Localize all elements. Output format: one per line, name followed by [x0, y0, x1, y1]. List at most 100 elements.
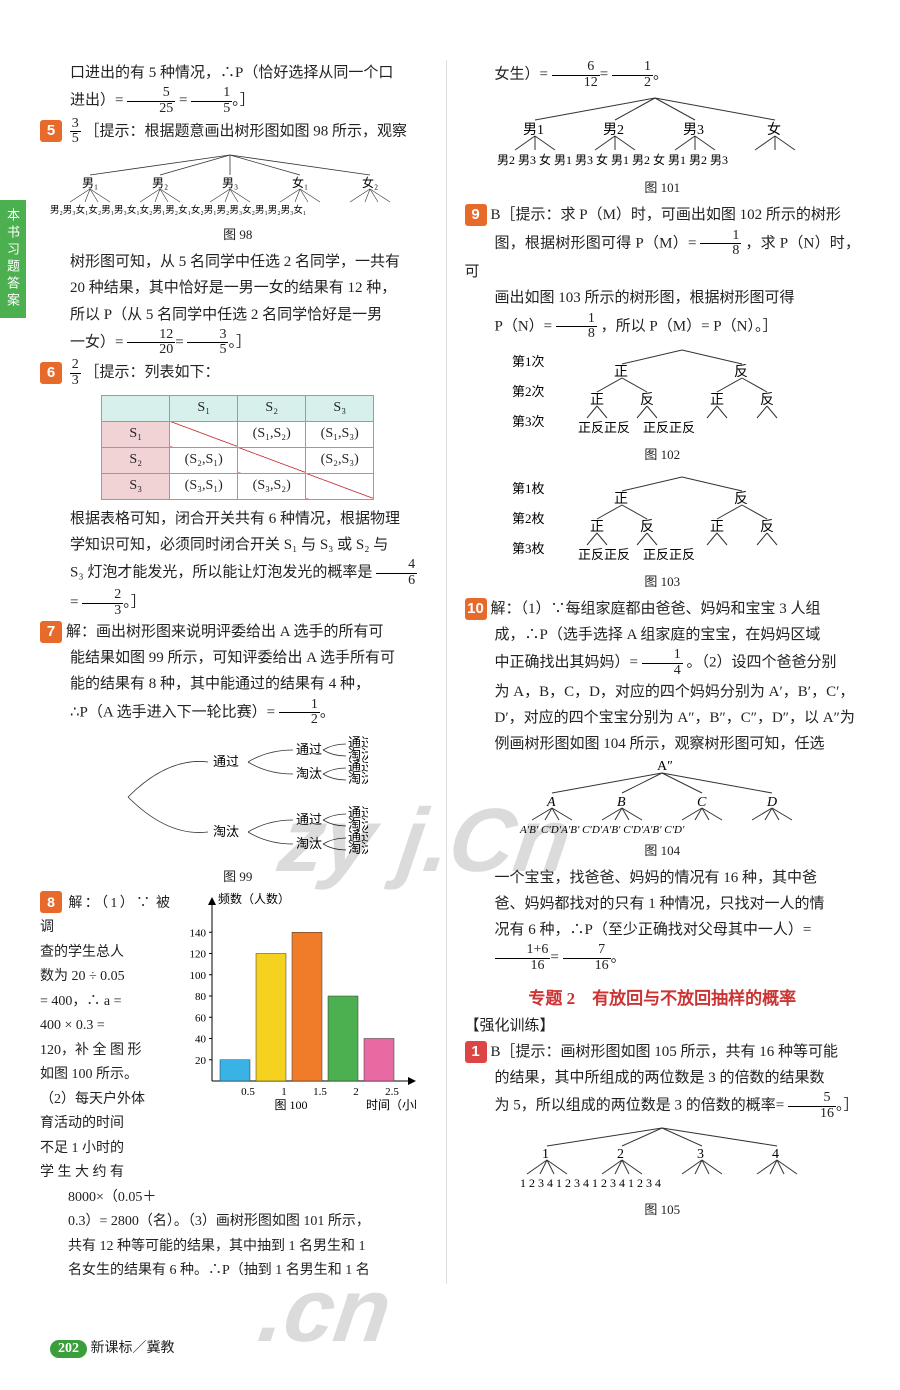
- q7-b2: 能结果如图 99 所示，可知评委给出 A 选手所有可: [40, 645, 436, 671]
- tree-99: 通过淘汰 通过淘汰 通过淘汰 通过淘汰 通过淘汰 通过淘汰 通过淘汰: [108, 732, 368, 862]
- svg-text:1: 1: [281, 1086, 287, 1098]
- badge-5: 5: [40, 120, 62, 142]
- svg-text:男2: 男2: [603, 123, 624, 138]
- q10-b6: 例画树形图如图 104 所示，观察树形图可知，任选: [465, 731, 861, 757]
- svg-text:通过: 通过: [296, 742, 322, 757]
- cap-98: 图 98: [40, 224, 436, 243]
- q6-table: S₁S₂S₃ S₁(S₁,S₂)(S₁,S₃) S₂(S₂,S₁)(S₂,S₃)…: [101, 395, 374, 500]
- badge-8: 8: [40, 891, 62, 913]
- section-title: 专题 2 有放回与不放回抽样的概率: [465, 984, 861, 1009]
- intro-line: 口进出的有 5 种情况，∴P（恰好选择从同一个口: [40, 60, 436, 86]
- svg-text:反: 反: [734, 491, 748, 507]
- svg-text:正: 正: [590, 393, 604, 408]
- tree-101: 男1男2男3女 男2 男3 女 男1 男3 女 男1 男2 女 男1 男2 男3: [465, 90, 845, 170]
- q10-fr: 1+616= 716。: [465, 943, 861, 973]
- svg-text:淘汰: 淘汰: [348, 771, 368, 786]
- svg-text:第3次: 第3次: [512, 414, 545, 429]
- q9-b3: 画出如图 103 所示的树形图，根据树形图可得: [465, 285, 861, 311]
- q5-b2: 20 种结果，其中恰好是一男一女的结果有 12 种，: [40, 275, 436, 301]
- svg-text:淘汰: 淘汰: [348, 841, 368, 856]
- svg-text:反: 反: [760, 392, 774, 408]
- q5-b1: 树形图可知，从 5 名同学中任选 2 名同学，一共有: [40, 249, 436, 275]
- q10-b5: D′，对应的四个宝宝分别为 A″，B″，C″，D″，以 A″为: [465, 705, 861, 731]
- q7-b4: ∴P（A 选手进入下一轮比赛）= 12。: [40, 698, 436, 728]
- svg-text:女₁: 女₁: [292, 175, 308, 190]
- svg-text:反: 反: [640, 392, 654, 408]
- svg-text:120: 120: [190, 948, 207, 960]
- q10-b7: 一个宝宝，找爸爸、妈妈的情况有 16 种，其中爸: [465, 865, 861, 891]
- svg-text:A′B′ C′D′A′B′ C′D′A′B′ C′D′A′B: A′B′ C′D′A′B′ C′D′A′B′ C′D′A′B′ C′D′: [519, 824, 685, 836]
- svg-text:C: C: [697, 795, 707, 810]
- svg-text:通过: 通过: [296, 812, 322, 827]
- svg-text:淘汰: 淘汰: [296, 766, 322, 781]
- page-container: 口进出的有 5 种情况，∴P（恰好选择从同一个口 进出）= 525 = 15。］…: [0, 0, 900, 1334]
- cap-99: 图 99: [40, 866, 436, 885]
- q10-b2: 成，∴P（选手选择 A 组家庭的宝宝，在妈妈区域: [465, 622, 861, 648]
- svg-text:淘汰: 淘汰: [296, 836, 322, 851]
- q6-b3: S₃ 灯泡才能发光，所以能让灯泡发光的概率是 46: [40, 558, 436, 588]
- page-footer: 202 新课标／冀教: [50, 1337, 175, 1358]
- svg-text:男₂: 男₂: [152, 176, 168, 190]
- q10-head: 10解：（1）∵每组家庭都由爸爸、妈妈和宝宝 3 人组: [465, 596, 861, 622]
- tree-98: 男₁ 男₂ 男₃ 女₁ 女₂ 男₂男₃女₁女₂男₁男₃女₁女₂男₁男₂女₁女₂男₁男₂男…: [40, 147, 420, 217]
- svg-text:正反正反 正反正反: 正反正反 正反正反: [578, 420, 695, 435]
- svg-text:A″: A″: [657, 759, 673, 774]
- svg-text:正: 正: [614, 492, 628, 507]
- svg-text:第1枚: 第1枚: [512, 481, 545, 496]
- svg-text:频数（人数）: 频数（人数）: [218, 891, 290, 906]
- q10-b4: 为 A，B，C，D，对应的四个妈妈分别为 A′，B′，C′，: [465, 679, 861, 705]
- q8-c1: 8000×（0.05＋: [40, 1186, 436, 1211]
- q6-b1: 根据表格可知，闭合开关共有 6 种情况，根据物理: [40, 506, 436, 532]
- svg-text:男₃: 男₃: [222, 176, 238, 190]
- svg-text:通过: 通过: [213, 754, 239, 769]
- svg-text:男3: 男3: [683, 123, 704, 138]
- svg-text:男₁: 男₁: [82, 176, 98, 190]
- svg-text:正: 正: [590, 520, 604, 535]
- svg-text:正反正反 正反正反: 正反正反 正反正反: [578, 547, 695, 562]
- svg-text:图 100: 图 100: [274, 1098, 307, 1112]
- q7-head: 7解：画出树形图来说明评委给出 A 选手的所有可: [40, 619, 436, 645]
- svg-text:1 2 3 4 1 2 3 4 1 2 3 4 1 2 3: 1 2 3 4 1 2 3 4 1 2 3 4 1 2 3 4: [520, 1176, 661, 1190]
- svg-text:第2枚: 第2枚: [512, 511, 545, 526]
- cap-101: 图 101: [465, 177, 861, 196]
- svg-text:男2 男3 女 男1 男3 女 男1 男2 女 男1 男2: 男2 男3 女 男1 男3 女 男1 男2 女 男1 男2 男3: [497, 152, 728, 167]
- svg-text:正: 正: [710, 520, 724, 535]
- q1-b3: 为 5，所以组成的两位数是 3 的倍数的概率= 516。］: [465, 1091, 861, 1121]
- q5-b3: 所以 P（从 5 名同学中任选 2 名同学恰好是一男: [40, 302, 436, 328]
- cap-104: 图 104: [465, 840, 861, 859]
- svg-text:第1次: 第1次: [512, 354, 545, 369]
- svg-text:0.5: 0.5: [241, 1086, 255, 1098]
- section-sub: 【强化训练】: [465, 1013, 861, 1039]
- q1-b2: 的结果，其中所组成的两位数是 3 的倍数的结果数: [465, 1065, 861, 1091]
- svg-text:20: 20: [195, 1055, 207, 1067]
- q5-b4: 一女）= 1220= 35。］: [40, 328, 436, 358]
- q8-c4: 名女生的结果有 6 种。∴P（抽到 1 名男生和 1 名: [40, 1259, 436, 1284]
- svg-text:3: 3: [697, 1147, 704, 1162]
- svg-text:60: 60: [195, 1012, 207, 1024]
- intro-frac: 进出）= 525 = 15。］: [40, 86, 436, 116]
- svg-text:反: 反: [640, 519, 654, 535]
- left-column: 口进出的有 5 种情况，∴P（恰好选择从同一个口 进出）= 525 = 15。］…: [40, 60, 447, 1284]
- svg-text:男₂男₃女₁女₂男₁男₃女₁女₂男₁男₂女₁女₂男₁男₂男₃: 男₂男₃女₁女₂男₁男₃女₁女₂男₁男₂女₁女₂男₁男₂男₃女₂男₁男₂男₃女₁: [50, 204, 306, 216]
- svg-text:时间（小时）: 时间（小时）: [366, 1098, 416, 1112]
- svg-text:A: A: [546, 795, 556, 810]
- page-number: 202: [50, 1340, 87, 1358]
- svg-text:淘汰: 淘汰: [213, 824, 239, 839]
- svg-text:女₂: 女₂: [362, 175, 378, 190]
- footer-label: 新课标／冀教: [91, 1341, 175, 1356]
- svg-text:80: 80: [195, 991, 207, 1003]
- badge-1: 1: [465, 1041, 487, 1063]
- svg-text:1: 1: [542, 1147, 549, 1162]
- svg-text:2.5: 2.5: [385, 1086, 399, 1098]
- q6-head: 6 23 ［提示：列表如下：: [40, 358, 436, 388]
- svg-text:100: 100: [190, 970, 207, 982]
- badge-9: 9: [465, 204, 487, 226]
- q9-head: 9B［提示：求 P（M）时，可画出如图 102 所示的树形: [465, 202, 861, 228]
- tree-104: A″ ABCD A′B′ C′D′A′B′ C′D′A′B′ C′D′A′B′ …: [482, 758, 842, 838]
- q9-b1: 图，根据树形图可得 P（M）= 18 ，求 P（N）时，可: [465, 229, 861, 286]
- cap-105: 图 105: [465, 1199, 861, 1218]
- svg-text:40: 40: [195, 1033, 207, 1045]
- right-column: 女生）= 612= 12。 男1男2男3女 男2 男3 女 男1 男3 女 男1…: [465, 60, 861, 1284]
- svg-text:1.5: 1.5: [313, 1086, 327, 1098]
- svg-text:4: 4: [772, 1147, 779, 1162]
